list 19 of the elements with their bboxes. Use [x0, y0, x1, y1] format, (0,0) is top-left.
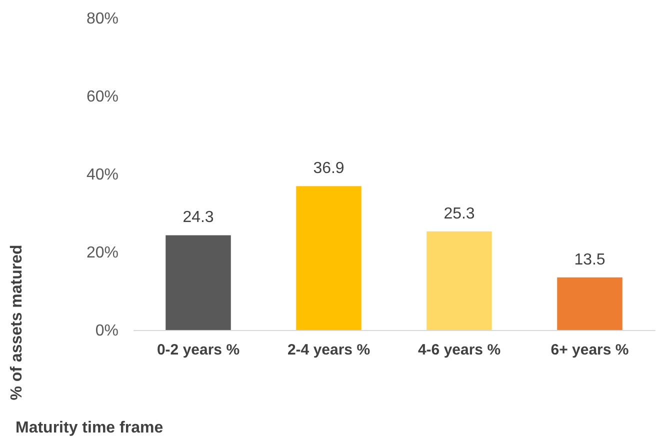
x-tick-label: 4-6 years % — [418, 342, 501, 358]
bar — [557, 277, 622, 330]
x-axis-title: Maturity time frame — [16, 420, 164, 436]
bar — [426, 231, 492, 330]
y-tick-label: 60% — [86, 88, 118, 106]
data-label: 24.3 — [182, 209, 214, 226]
x-tick-label: 0-2 years % — [156, 342, 240, 358]
y-tick-label: 40% — [86, 166, 118, 184]
x-tick-label: 2-4 years % — [287, 342, 370, 358]
y-tick-label: 80% — [86, 10, 118, 28]
data-label: 36.9 — [313, 160, 344, 178]
y-tick-label: 0% — [95, 322, 118, 340]
data-label: 13.5 — [574, 251, 606, 268]
x-tick-label: 6+ years % — [550, 342, 629, 358]
data-label: 25.3 — [444, 205, 475, 222]
bar — [296, 186, 362, 330]
y-axis-title: % of assets matured — [8, 244, 26, 400]
y-tick-label: 20% — [86, 244, 118, 262]
bar — [166, 235, 231, 330]
